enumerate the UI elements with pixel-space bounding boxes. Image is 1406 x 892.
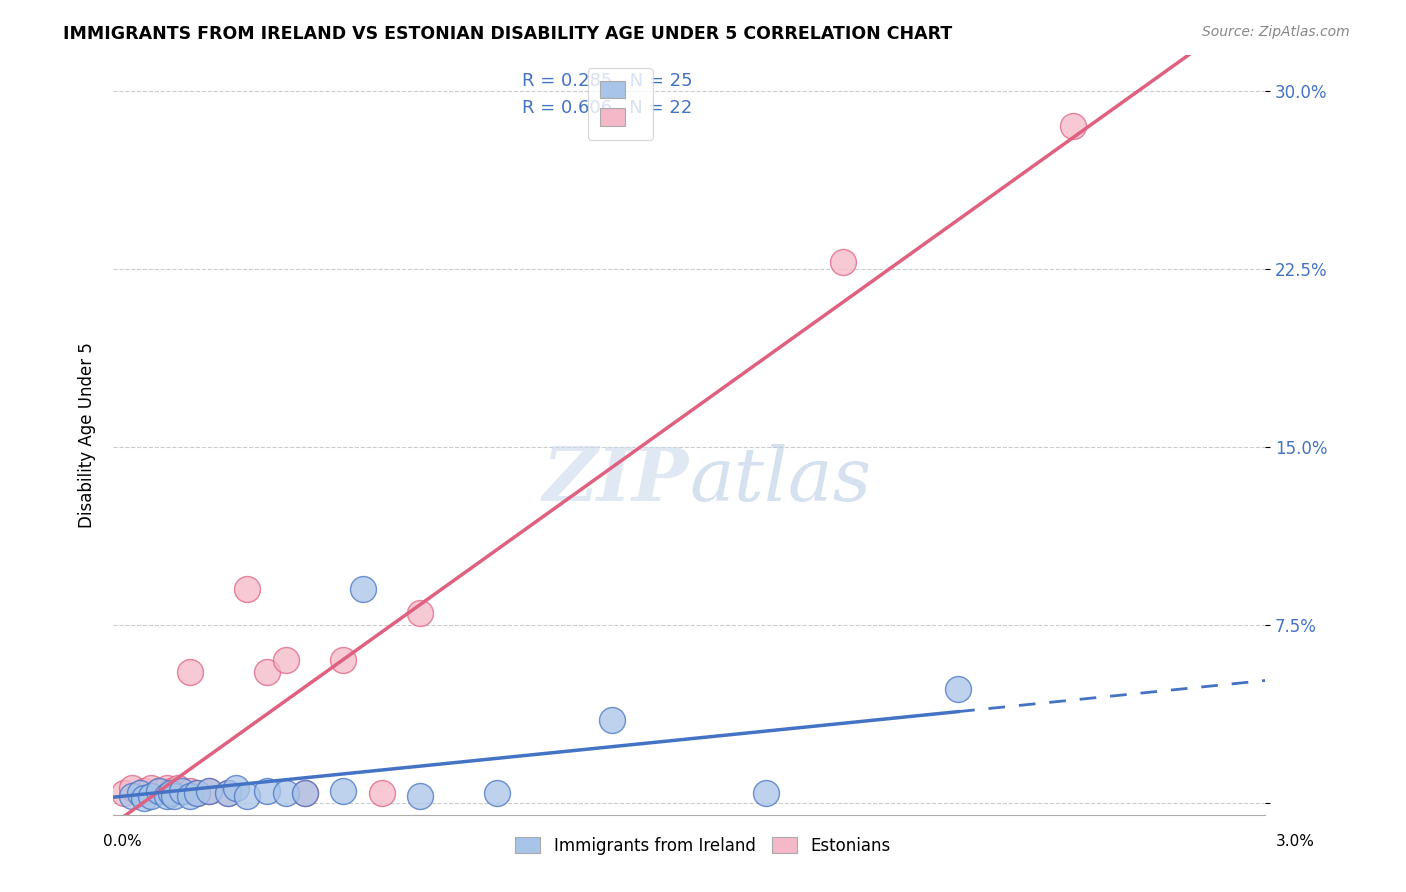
Point: [332, 784, 354, 798]
Point: [236, 582, 259, 596]
Point: [179, 789, 201, 803]
Point: [371, 786, 394, 800]
Point: [179, 784, 201, 798]
Point: [167, 781, 190, 796]
Point: [236, 789, 259, 803]
Point: [121, 781, 143, 796]
Point: [946, 681, 969, 696]
Point: [186, 786, 208, 800]
Point: [831, 254, 853, 268]
Point: [198, 784, 221, 798]
Point: [114, 786, 136, 800]
Point: [217, 786, 239, 800]
Y-axis label: Disability Age Under 5: Disability Age Under 5: [79, 342, 96, 528]
Text: R = 0.285   N = 25: R = 0.285 N = 25: [522, 72, 693, 90]
Text: atlas: atlas: [689, 444, 872, 516]
Point: [172, 784, 194, 798]
Point: [409, 789, 432, 803]
Legend: Immigrants from Ireland, Estonians: Immigrants from Ireland, Estonians: [509, 830, 897, 862]
Point: [141, 781, 163, 796]
Point: [486, 786, 509, 800]
Point: [256, 665, 278, 680]
Point: [274, 653, 297, 667]
Point: [198, 784, 221, 798]
Point: [755, 786, 778, 800]
Point: [294, 786, 316, 800]
Point: [121, 789, 143, 803]
Point: [352, 582, 374, 596]
Text: R = 0.606   N = 22: R = 0.606 N = 22: [522, 99, 692, 117]
Point: [602, 713, 624, 727]
Point: [332, 653, 354, 667]
Point: [256, 784, 278, 798]
Point: [179, 665, 201, 680]
Point: [274, 786, 297, 800]
Point: [156, 781, 179, 796]
Point: [225, 781, 247, 796]
Text: ZIP: ZIP: [543, 444, 689, 516]
Text: Source: ZipAtlas.com: Source: ZipAtlas.com: [1202, 25, 1350, 39]
Point: [163, 789, 186, 803]
Point: [186, 786, 208, 800]
Point: [132, 784, 155, 798]
Text: 0.0%: 0.0%: [103, 834, 142, 848]
Point: [132, 791, 155, 805]
Point: [294, 786, 316, 800]
Point: [156, 789, 179, 803]
Point: [1062, 120, 1084, 134]
Text: 3.0%: 3.0%: [1275, 834, 1315, 848]
Text: IMMIGRANTS FROM IRELAND VS ESTONIAN DISABILITY AGE UNDER 5 CORRELATION CHART: IMMIGRANTS FROM IRELAND VS ESTONIAN DISA…: [63, 25, 952, 43]
Legend: , : ,: [588, 68, 652, 140]
Point: [409, 606, 432, 620]
Point: [148, 784, 170, 798]
Point: [148, 784, 170, 798]
Point: [141, 789, 163, 803]
Point: [159, 786, 181, 800]
Point: [217, 786, 239, 800]
Point: [128, 786, 150, 800]
Point: [159, 784, 181, 798]
